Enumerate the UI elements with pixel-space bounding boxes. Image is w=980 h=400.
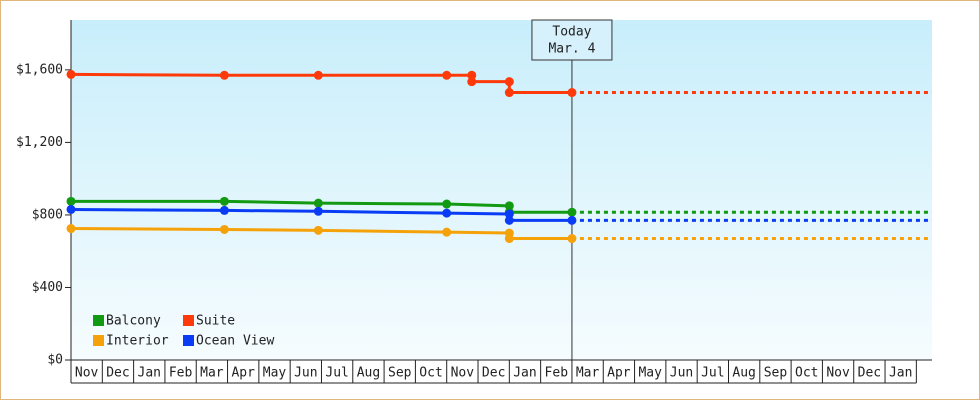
data-point (504, 77, 514, 87)
legend-label: Ocean View (196, 334, 274, 349)
data-point (313, 198, 323, 208)
x-tick-label: Sep (764, 366, 788, 381)
today-label: Today (552, 25, 591, 40)
x-tick-label: Aug (732, 366, 755, 381)
x-tick-label: Feb (169, 366, 193, 381)
x-tick-label: Jan (138, 366, 161, 381)
data-point (504, 234, 514, 244)
x-tick-label: Jan (889, 366, 912, 381)
x-tick-label: Jul (325, 366, 348, 381)
data-point (567, 88, 577, 98)
today-label: Mar. 4 (548, 42, 595, 57)
x-tick-label: Nov (826, 366, 850, 381)
y-tick-label: $1,600 (16, 62, 63, 77)
x-tick-label: Jun (670, 366, 693, 381)
data-point (504, 201, 514, 211)
x-tick-label: Dec (106, 366, 129, 381)
data-point (442, 70, 452, 80)
data-point (219, 196, 229, 206)
x-tick-label: Oct (419, 366, 442, 381)
data-point (313, 225, 323, 235)
x-tick-label: Mar (576, 366, 600, 381)
data-point (66, 224, 76, 234)
x-tick-label: Feb (545, 366, 569, 381)
x-tick-label: Dec (858, 366, 881, 381)
legend-label: Suite (196, 314, 235, 329)
data-point (467, 77, 477, 87)
x-tick-label: May (263, 366, 287, 381)
x-tick-label: Jan (513, 366, 536, 381)
y-tick-label: $800 (32, 207, 63, 222)
data-point (219, 224, 229, 234)
x-tick-label: Apr (231, 366, 255, 381)
y-tick-label: $0 (47, 353, 63, 368)
data-point (66, 69, 76, 79)
legend-swatch (183, 315, 194, 326)
legend-swatch (93, 335, 104, 346)
x-tick-label: Nov (451, 366, 475, 381)
y-tick-label: $400 (32, 280, 63, 295)
legend-label: Balcony (106, 314, 161, 329)
y-tick-label: $1,200 (16, 135, 63, 150)
data-point (313, 206, 323, 216)
today-box (531, 19, 613, 61)
legend-swatch (183, 335, 194, 346)
x-tick-label: Mar (200, 366, 224, 381)
data-point (442, 208, 452, 218)
data-point (219, 70, 229, 80)
x-tick-label: Aug (357, 366, 380, 381)
data-point (567, 207, 577, 217)
x-tick-label: Sep (388, 366, 412, 381)
data-point (442, 199, 452, 209)
data-point (66, 196, 76, 206)
legend-swatch (93, 315, 104, 326)
x-tick-label: Jun (294, 366, 317, 381)
data-point (504, 215, 514, 225)
data-point (442, 227, 452, 237)
data-point (313, 70, 323, 80)
plot-area (71, 20, 932, 360)
x-tick-label: Jul (701, 366, 724, 381)
x-tick-label: Nov (75, 366, 99, 381)
legend-label: Interior (106, 334, 169, 349)
data-point (66, 204, 76, 214)
data-point (219, 205, 229, 215)
x-tick-label: Oct (795, 366, 818, 381)
data-point (567, 234, 577, 244)
data-point (567, 215, 577, 225)
data-point (504, 88, 514, 98)
data-point (504, 209, 514, 219)
x-tick-label: Apr (607, 366, 631, 381)
data-point (467, 70, 477, 80)
x-tick-label: Dec (482, 366, 505, 381)
x-tick-label: May (638, 366, 662, 381)
